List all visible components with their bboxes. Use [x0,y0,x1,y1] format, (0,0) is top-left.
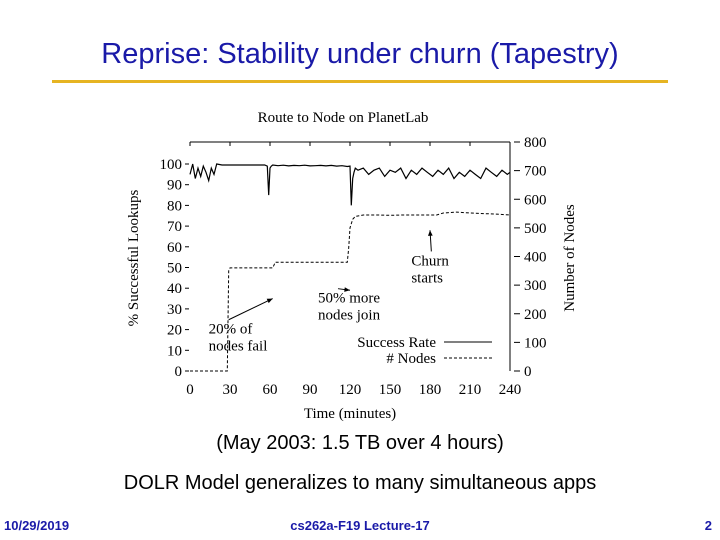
annotation-label: Churn [411,253,449,269]
slide-title: Reprise: Stability under churn (Tapestry… [101,38,619,70]
x-tick-label: 0 [186,382,194,398]
footer-course: cs262a-F19 Lecture-17 [290,518,430,533]
y-tick-label: 0 [175,364,183,380]
legend-label: # Nodes [386,351,436,367]
chart-legend: Success Rate# Nodes [357,335,492,367]
x-tick-label: 60 [263,382,278,398]
y2-tick-label: 100 [524,335,547,351]
annotation-arrowhead [428,230,433,236]
x-tick-label: 120 [339,382,362,398]
y-ticks: 0 10 20 30 40 50 60 70 80 90 100 [160,157,189,380]
y-tick-label: 70 [167,219,182,235]
x-tick-label: 210 [459,382,482,398]
y2-tick-label: 600 [524,192,547,208]
caption-line-2: DOLR Model generalizes to many simultane… [123,472,597,494]
legend-label: Success Rate [357,335,436,351]
caption-line-1: (May 2003: 1.5 TB over 4 hours) [216,432,504,454]
x-tick-label: 180 [419,382,442,398]
annotation-label: nodes fail [209,339,268,355]
y-tick-label: 60 [167,240,182,256]
series-layer [189,163,511,372]
series-line-success-rate [189,163,511,206]
footer-date: 10/29/2019 [4,518,70,533]
footer-page-number: 2 [704,518,712,533]
x-tick-label: 90 [303,382,318,398]
y2-tick-label: 800 [524,135,547,151]
x-tick-label: 30 [223,382,238,398]
x-ticks: 0 30 60 90 120 150 180 210 240 [186,142,521,398]
annotation-label: 20% of [209,322,253,338]
annotation-label: starts [411,270,443,286]
y-tick-label: 90 [167,178,182,194]
title-underline [52,80,668,83]
y-tick-label: 100 [160,157,183,173]
y2-tick-label: 400 [524,250,547,266]
y2-ticks: 0 100 200 300 400 500 600 700 800 [514,135,547,380]
y2-tick-label: 0 [524,364,532,380]
annotation-label: 50% more [318,291,380,307]
y-tick-label: 40 [167,281,182,297]
y2-tick-label: 500 [524,221,547,237]
y-tick-label: 80 [167,198,182,214]
annotation-arrow [228,298,273,321]
y-tick-label: 50 [167,261,182,277]
y2-tick-label: 300 [524,278,547,294]
y-tick-label: 10 [167,343,182,359]
y2-axis-label: Number of Nodes [562,204,578,312]
x-tick-label: 150 [379,382,402,398]
annotation-arrowhead [266,298,273,304]
series-line-num-nodes [190,211,511,372]
y-axis-label: % Successful Lookups [126,190,142,327]
y-tick-label: 20 [167,323,182,339]
y2-tick-label: 200 [524,307,547,323]
x-tick-label: 240 [499,382,522,398]
annotation-arrowhead [344,287,350,292]
annotation-label: nodes join [318,308,381,324]
chart-title: Route to Node on PlanetLab [258,110,429,126]
x-axis-label: Time (minutes) [304,406,396,422]
y2-tick-label: 700 [524,164,547,180]
y-tick-label: 30 [167,302,182,318]
